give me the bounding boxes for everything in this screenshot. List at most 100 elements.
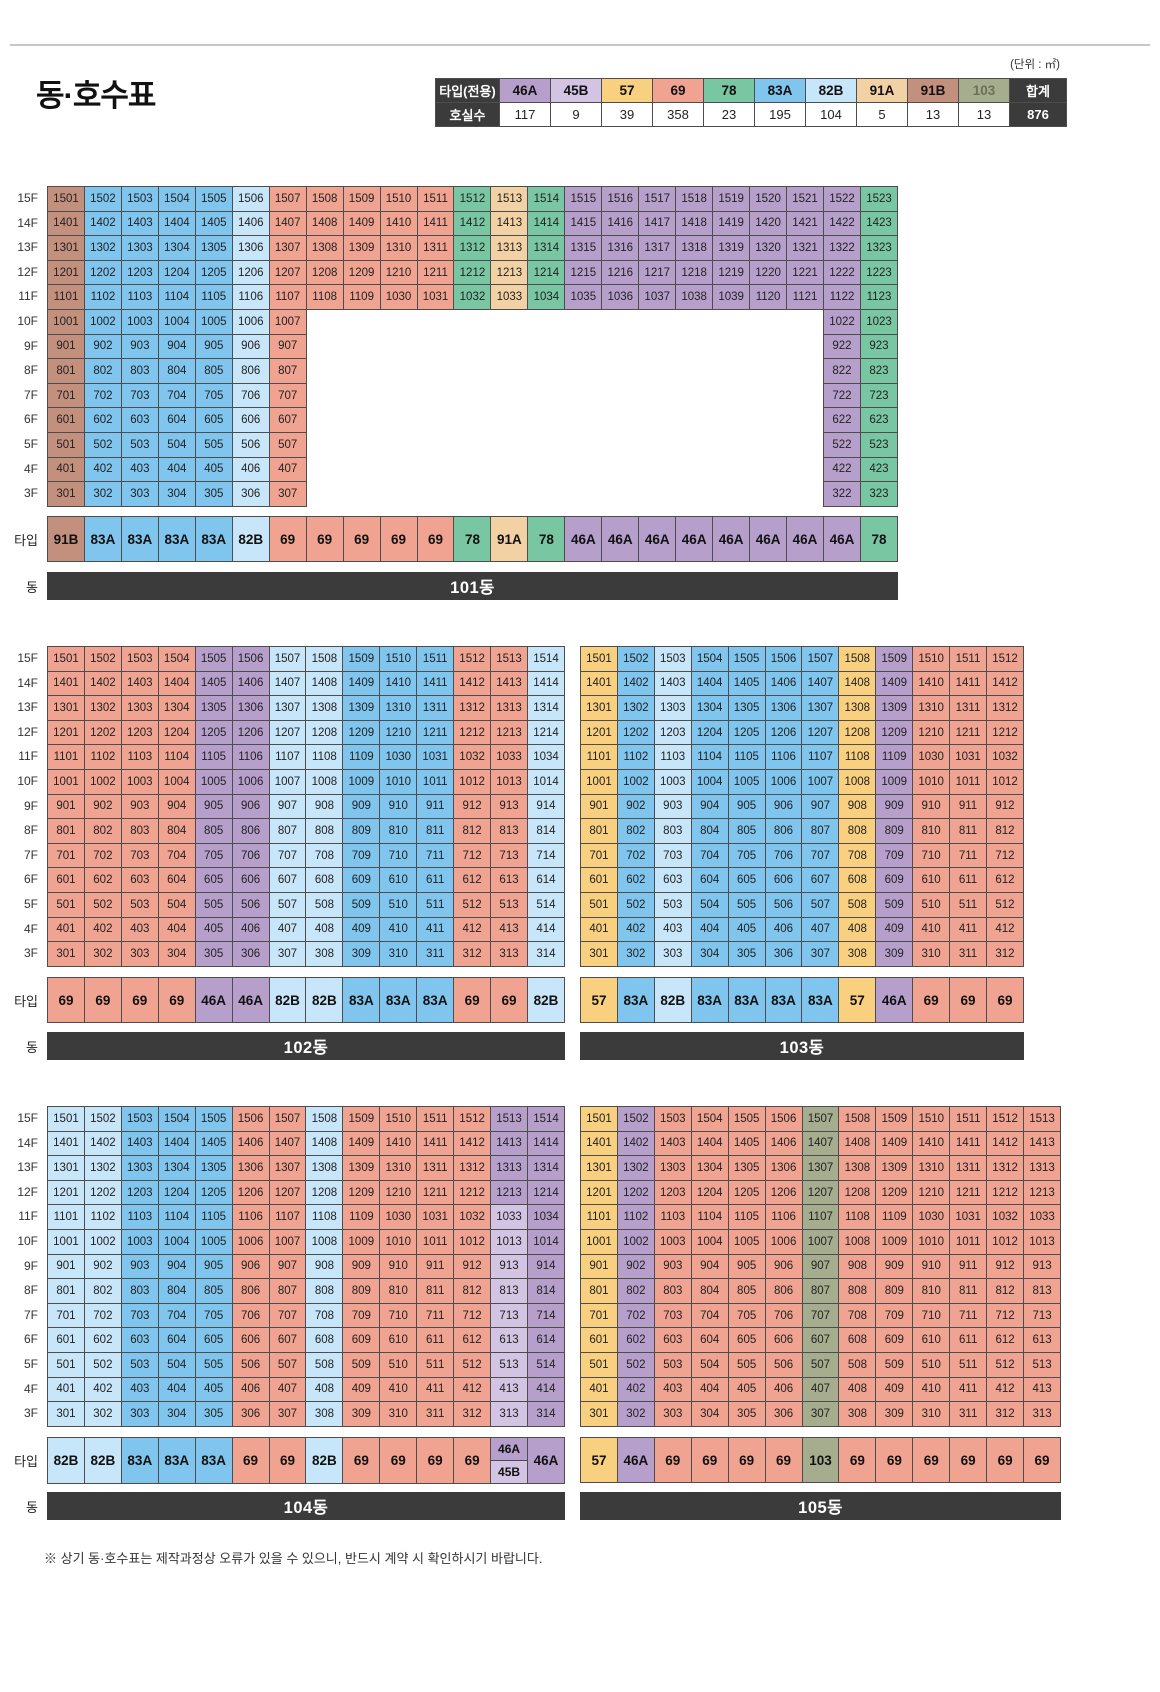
- unit-cell: 908: [838, 793, 877, 820]
- type-cell: 46A: [616, 1437, 655, 1483]
- unit-cell: 1512: [453, 1106, 492, 1132]
- unit-cell: 1310: [379, 1155, 418, 1181]
- unit-cell: 614: [526, 867, 566, 893]
- unit-cell-empty: [712, 358, 750, 384]
- unit-cell: 1510: [379, 1106, 418, 1132]
- unit-cell: 602: [83, 407, 122, 433]
- unit-cell: 1034: [526, 1204, 566, 1230]
- unit-cell: 506: [764, 1351, 803, 1378]
- unit-cell: 1410: [912, 1130, 951, 1157]
- unit-cell: 406: [231, 916, 270, 943]
- unit-cell: 401: [47, 1376, 85, 1403]
- unit-cell: 711: [949, 842, 987, 869]
- unit-cell: 707: [268, 842, 307, 869]
- unit-cell: 811: [949, 1278, 988, 1304]
- unit-cell: 1210: [912, 1179, 951, 1206]
- unit-cell: 1210: [379, 719, 418, 746]
- unit-cell: 1302: [616, 1155, 655, 1181]
- unit-cell-empty: [527, 457, 565, 482]
- unit-cell: 1304: [157, 695, 196, 721]
- unit-cell: 513: [490, 891, 528, 918]
- unit-cell: 902: [616, 1253, 655, 1280]
- unit-cell: 608: [305, 1327, 344, 1353]
- unit-cell: 606: [764, 1327, 803, 1353]
- unit-cell: 1032: [985, 744, 1025, 770]
- floor-label: 7F: [23, 847, 38, 862]
- unit-cell: 1313: [490, 1155, 528, 1181]
- unit-cell-empty: [453, 407, 491, 433]
- unit-cell: 603: [120, 1327, 159, 1353]
- unit-cell: 1034: [527, 284, 566, 310]
- unit-cell: 1039: [712, 284, 751, 310]
- unit-cell: 1313: [1023, 1155, 1061, 1181]
- type-row-101동: 91B 83A 83A 83A 83A 82B 69 69 69 69 69 78 91A 78 46A 46…: [47, 516, 899, 562]
- unit-cell-empty: [675, 432, 713, 458]
- unit-cell: 1032: [986, 1204, 1025, 1230]
- dong-row-label: 동: [26, 1039, 38, 1055]
- type-cell: 103: [801, 1437, 840, 1483]
- unit-cell-empty: [601, 432, 639, 458]
- unit-cell: 413: [490, 916, 528, 943]
- unit-cell: 914: [526, 1253, 566, 1280]
- unit-cell: 509: [875, 1351, 914, 1378]
- floor-label: 14F: [17, 1135, 38, 1150]
- unit-cell: 1508: [305, 646, 344, 672]
- unit-cell: 1211: [416, 259, 455, 286]
- unit-cell: 1407: [801, 1130, 840, 1157]
- unit-cell: 708: [305, 842, 344, 869]
- unit-cell: 705: [727, 842, 766, 869]
- unit-cell: 1405: [194, 1130, 233, 1157]
- unit-cell: 911: [949, 1253, 988, 1280]
- unit-cell: 1503: [120, 1106, 159, 1132]
- unit-cell: 1305: [194, 695, 233, 721]
- unit-cell: 1410: [379, 670, 418, 697]
- unit-cell: 1109: [875, 744, 914, 770]
- unit-cell-empty: [749, 309, 787, 335]
- unit-cell: 422: [823, 456, 861, 483]
- unit-cell: 404: [157, 1376, 196, 1403]
- type-cell: 46A: [601, 516, 640, 562]
- unit-cell: 1409: [342, 210, 381, 237]
- unit-cell-empty: [564, 481, 602, 507]
- unit-cell: 1201: [47, 259, 85, 286]
- unit-cell: 1210: [912, 719, 951, 746]
- unit-cell: 905: [194, 333, 233, 360]
- unit-cell: 1109: [342, 744, 381, 770]
- unit-cell: 604: [157, 407, 196, 433]
- type-cell: 69: [231, 1437, 270, 1484]
- type-cell: 83A: [764, 977, 803, 1023]
- unit-cell: 309: [342, 941, 381, 967]
- unit-cell: 1223: [859, 259, 899, 286]
- floor-label-column: 15F 14F 13F 12F 11F 10F 9F 8F 7F 6F 5F 4F 3F: [10, 1106, 42, 1426]
- unit-cell: 1514: [527, 186, 566, 212]
- unit-cell: 1413: [490, 670, 528, 697]
- unit-cell: 807: [801, 818, 840, 844]
- unit-cell: 1411: [949, 670, 987, 697]
- unit-cell: 1005: [727, 768, 766, 795]
- grid-row: 801 802 803 804 805 806 807 808 809 810 811 812 813 8…: [47, 1278, 566, 1304]
- unit-cell: 401: [47, 916, 85, 943]
- unit-cell: 904: [690, 1253, 729, 1280]
- type-cell: 69: [379, 1437, 418, 1484]
- unit-cell: 306: [231, 1401, 270, 1427]
- unit-cell: 502: [83, 1351, 122, 1378]
- unit-cell: 1312: [453, 235, 492, 261]
- unit-cell: 1033: [490, 284, 529, 310]
- unit-cell: 806: [764, 818, 803, 844]
- unit-cell: 1107: [268, 1204, 307, 1230]
- unit-cell: 1206: [764, 719, 803, 746]
- unit-cell: 1104: [690, 744, 729, 770]
- unit-cell: 1512: [453, 186, 492, 212]
- unit-cell: 503: [120, 1351, 159, 1378]
- grid-row: 1301 1302 1303 1304 1305 1306 1307 1308 1309 1310…: [47, 1155, 566, 1181]
- unit-cell: 1505: [194, 186, 233, 212]
- grid-row: 601 602 603 604 605 606 607 608 609 610 611 612 613: [580, 1327, 1061, 1353]
- unit-cell: 1402: [83, 1130, 122, 1157]
- unit-cell: 503: [653, 891, 692, 918]
- unit-cell-empty: [638, 383, 676, 408]
- unit-cell: 404: [690, 916, 729, 943]
- unit-cell: 1309: [875, 695, 914, 721]
- grid-row: 701 702 703 704 705 706 707 722 723: [47, 382, 899, 409]
- type-cell: 83A: [120, 1437, 159, 1484]
- unit-cell: 1206: [231, 259, 270, 286]
